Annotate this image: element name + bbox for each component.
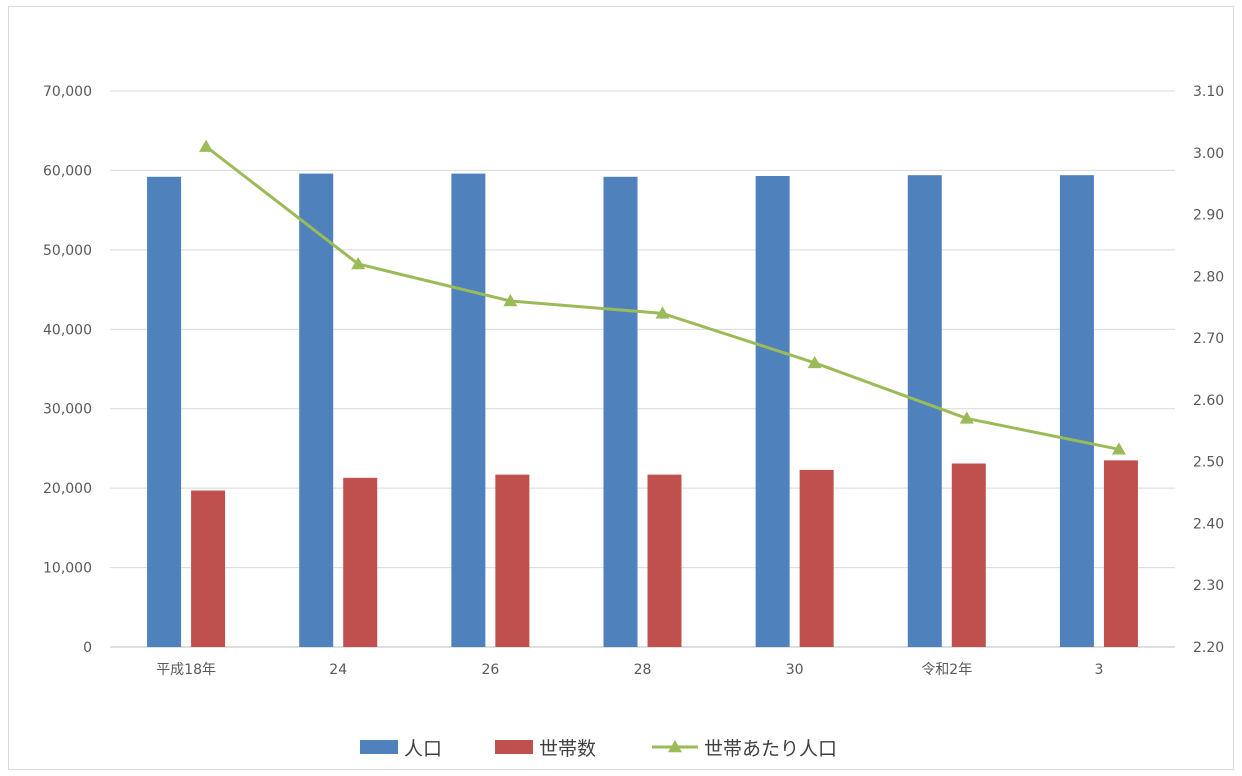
right-tick-label: 2.40 (1193, 516, 1224, 532)
right-tick-label: 2.70 (1193, 331, 1224, 347)
legend-swatch-households (495, 740, 533, 754)
ratio-marker (503, 294, 518, 307)
households-bar (951, 463, 986, 647)
left-tick-label: 30,000 (43, 402, 92, 418)
left-tick-label: 70,000 (43, 84, 92, 100)
category-label: 26 (481, 662, 499, 678)
right-tick-label: 2.90 (1193, 208, 1224, 224)
households-bar (191, 490, 226, 647)
ratio-marker (351, 256, 366, 270)
left-axis-ticks: 0 10,000 20,000 30,000 40,000 50,000 60,000 70,… (43, 84, 92, 656)
legend: 人口 世帯数 世帯あたり人口 (360, 738, 837, 760)
category-labels: 平成18年 24 26 28 30 令和2年 3 (156, 662, 1103, 678)
right-tick-label: 2.60 (1193, 393, 1224, 409)
right-tick-label: 3.10 (1193, 84, 1224, 100)
population-bar (907, 175, 942, 648)
category-label: 24 (329, 662, 347, 678)
category-label: 28 (634, 662, 652, 678)
left-tick-label: 60,000 (43, 163, 92, 179)
legend-marker-ratio (668, 740, 682, 753)
category-label: 30 (786, 662, 804, 678)
left-tick-label: 40,000 (43, 322, 92, 338)
right-tick-label: 2.20 (1193, 640, 1224, 656)
legend-label: 人口 (404, 738, 442, 760)
households-bar (1103, 460, 1138, 647)
gridlines (110, 90, 1175, 648)
ratio-marker (199, 139, 214, 152)
ratio-line-path (205, 145, 1120, 451)
households-bar (495, 474, 530, 647)
left-tick-label: 20,000 (43, 481, 92, 497)
bars (147, 173, 1138, 648)
population-bar (451, 173, 486, 647)
households-bar (647, 474, 682, 647)
left-tick-label: 0 (83, 640, 92, 656)
legend-swatch-population (360, 740, 398, 754)
households-bar (799, 469, 834, 647)
right-tick-label: 2.80 (1193, 269, 1224, 285)
legend-label: 世帯数 (539, 738, 596, 760)
population-bar (603, 176, 638, 648)
ratio-marker (959, 411, 974, 424)
ratio-marker (655, 306, 670, 319)
right-axis-ticks: 2.20 2.30 2.40 2.50 2.60 2.70 2.80 2.90 3.00 3.10 (1193, 84, 1224, 656)
population-bar (299, 173, 334, 647)
category-label: 平成18年 (156, 662, 216, 678)
left-tick-label: 50,000 (43, 243, 92, 259)
ratio-line (199, 139, 1126, 455)
population-bar (1059, 175, 1094, 648)
right-tick-label: 2.30 (1193, 578, 1224, 594)
legend-label: 世帯あたり人口 (704, 738, 837, 760)
population-bar (755, 175, 790, 647)
category-label: 令和2年 (921, 662, 972, 678)
right-tick-label: 3.00 (1193, 146, 1224, 162)
households-bar (343, 477, 378, 647)
ratio-marker (807, 355, 822, 369)
population-bar (147, 176, 182, 648)
left-tick-label: 10,000 (43, 561, 92, 577)
category-label: 3 (1094, 662, 1103, 678)
ratio-marker (1111, 442, 1126, 455)
right-tick-label: 2.50 (1193, 455, 1224, 471)
